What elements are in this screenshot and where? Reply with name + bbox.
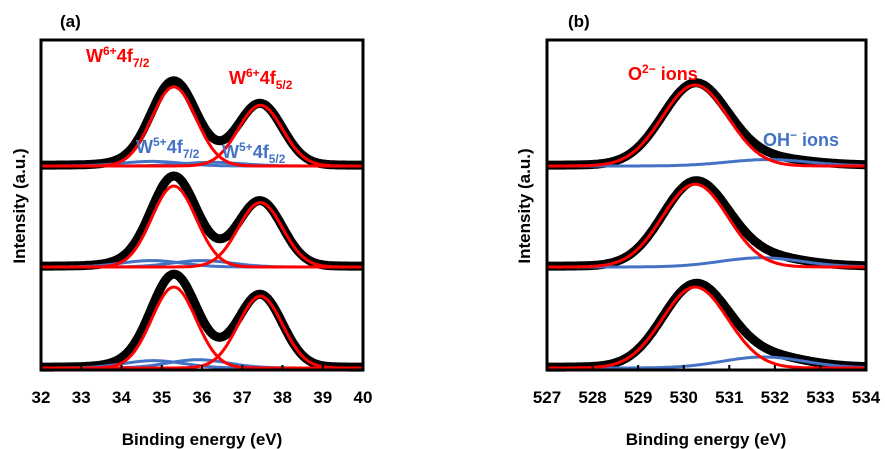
x-tick-label: 40 <box>354 388 373 407</box>
x-tick-label: 32 <box>32 388 51 407</box>
x-tick-label: 533 <box>806 388 834 407</box>
x-tick-label: 35 <box>152 388 171 407</box>
x-tick-label: 36 <box>193 388 212 407</box>
envelope-curve <box>38 171 366 271</box>
panel-b-x-ticks: 527 528 529 530 531 532 533 534 <box>533 365 881 407</box>
envelope-curve <box>38 76 366 170</box>
fit-component-red <box>41 103 363 168</box>
panel-a-x-axis-label: Binding energy (eV) <box>122 430 283 449</box>
x-tick-label: 39 <box>313 388 332 407</box>
x-tick-label: 527 <box>533 388 561 407</box>
x-tick-label: 33 <box>72 388 91 407</box>
panel-a-curves <box>38 76 366 372</box>
fit-component-red <box>547 285 866 370</box>
envelope-curve <box>38 269 366 372</box>
fit-component-red <box>547 182 866 269</box>
x-tick-label: 38 <box>273 388 292 407</box>
x-tick-label: 530 <box>670 388 698 407</box>
annotation-w5-4f52: W5+4f5/2 <box>222 140 286 166</box>
x-tick-label: 531 <box>715 388 743 407</box>
fit-component-red <box>547 83 866 168</box>
x-tick-label: 34 <box>112 388 131 407</box>
panel-b-x-axis-label: Binding energy (eV) <box>626 430 787 449</box>
x-tick-label: 529 <box>624 388 652 407</box>
envelope-curve <box>543 176 870 271</box>
panel-b-label: (b) <box>568 12 590 31</box>
envelope-curve <box>543 78 870 170</box>
annotation-w6-4f72: W6+4f7/2 <box>86 44 150 70</box>
annotation-w5-4f72: W5+4f7/2 <box>136 135 200 161</box>
x-tick-label: 534 <box>852 388 881 407</box>
fit-component-red <box>41 201 363 269</box>
panel-a-y-axis-label: Intensity (a.u.) <box>10 148 29 263</box>
annotation-o2-ions: O2− ions <box>628 62 698 84</box>
x-tick-label: 532 <box>761 388 789 407</box>
panel-a-label: (a) <box>60 12 81 31</box>
panel-a: (a) 32 33 34 35 36 37 38 39 40 Binding energy (e… <box>10 12 372 449</box>
panel-b-frame <box>545 38 868 372</box>
x-tick-label: 528 <box>578 388 606 407</box>
envelope-curve <box>543 278 870 372</box>
annotation-oh-ions: OH− ions <box>763 128 839 150</box>
annotation-w6-4f52: W6+4f5/2 <box>229 66 293 92</box>
x-tick-label: 37 <box>233 388 252 407</box>
panel-a-x-ticks: 32 33 34 35 36 37 38 39 40 <box>32 365 373 407</box>
panel-b-curves <box>543 78 870 372</box>
panel-b-y-axis-label: Intensity (a.u.) <box>515 148 534 263</box>
panel-b: (b) 527 528 529 530 531 532 533 534 Binding ene… <box>515 12 881 449</box>
